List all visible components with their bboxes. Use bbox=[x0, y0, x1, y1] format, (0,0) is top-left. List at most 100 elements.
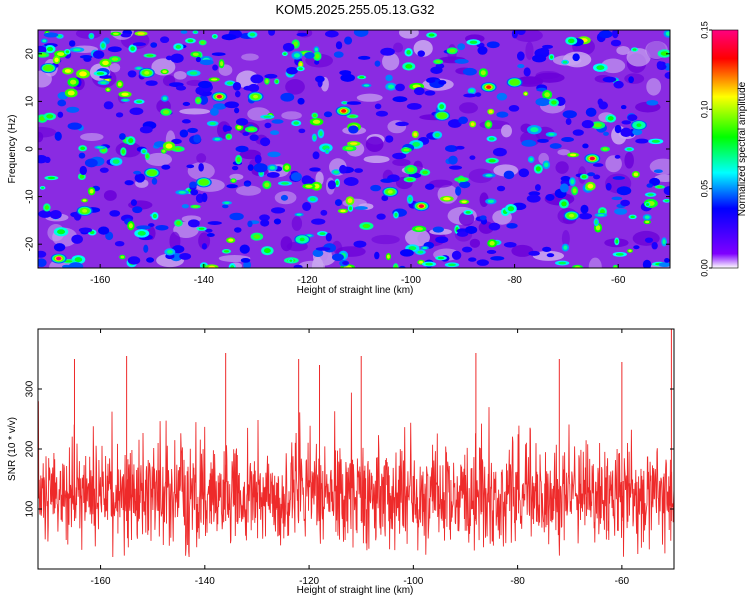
heatmap-cell bbox=[280, 194, 289, 201]
heatmap-cell bbox=[663, 30, 670, 38]
heatmap-cell bbox=[374, 251, 380, 260]
heatmap-cell bbox=[190, 51, 202, 58]
heatmap-cell bbox=[54, 131, 62, 141]
heatmap-cell bbox=[523, 91, 529, 96]
heatmap-cell bbox=[662, 198, 670, 203]
heatmap-cell bbox=[399, 265, 406, 268]
heatmap-cell bbox=[546, 253, 555, 258]
heatmap-cell bbox=[143, 244, 149, 253]
heatmap-cell bbox=[458, 116, 468, 125]
heatmap-cell bbox=[164, 248, 176, 256]
heatmap-cell bbox=[38, 250, 47, 258]
heatmap-peak bbox=[563, 210, 580, 221]
heatmap-cell bbox=[235, 123, 244, 131]
heatmap-cell bbox=[486, 135, 497, 142]
heatmap-cell bbox=[222, 125, 232, 132]
heatmap-cell bbox=[451, 250, 462, 260]
heatmap-cell bbox=[344, 36, 353, 45]
heatmap-cell bbox=[205, 264, 219, 268]
heatmap-cell bbox=[463, 93, 477, 98]
heatmap-cell bbox=[145, 80, 158, 86]
heatmap-cell bbox=[440, 195, 454, 202]
heatmap-cell bbox=[654, 185, 665, 189]
heatmap-cell bbox=[120, 33, 131, 38]
heatmap-cell bbox=[580, 204, 589, 214]
heatmap-texture bbox=[235, 185, 262, 196]
heatmap-cell bbox=[244, 126, 258, 133]
heatmap-cell bbox=[658, 262, 670, 268]
heatmap-cell bbox=[211, 33, 218, 39]
heatmap-cell bbox=[454, 176, 469, 183]
heatmap-cell bbox=[44, 175, 59, 181]
heatmap-cell bbox=[296, 66, 305, 72]
heatmap-cell bbox=[88, 32, 95, 40]
heatmap-cell bbox=[84, 158, 98, 168]
heatmap-cell bbox=[593, 218, 599, 227]
heatmap-cell bbox=[333, 51, 344, 58]
heatmap-cell bbox=[649, 177, 661, 186]
heatmap-texture bbox=[179, 108, 211, 115]
heatmap-cell bbox=[334, 199, 343, 206]
heatmap-cell bbox=[496, 185, 506, 192]
heatmap-peak bbox=[335, 105, 352, 116]
heatmap-texture bbox=[393, 42, 404, 53]
heatmap-cell bbox=[559, 183, 569, 193]
x-tick-label: -80 bbox=[507, 275, 522, 286]
heatmap-cell bbox=[87, 187, 96, 196]
heatmap-peak bbox=[480, 82, 497, 93]
heatmap-cell bbox=[325, 232, 332, 242]
heatmap-cell bbox=[469, 120, 477, 128]
heatmap-cell bbox=[385, 135, 394, 143]
heatmap-cell bbox=[478, 68, 488, 78]
heatmap-cell bbox=[196, 226, 207, 231]
colorbar-tick-label: 0.10 bbox=[699, 101, 709, 119]
heatmap-cell bbox=[78, 145, 88, 152]
heatmap-cell bbox=[664, 71, 670, 79]
heatmap-cell bbox=[346, 114, 359, 119]
heatmap-cell bbox=[315, 247, 331, 251]
y-tick-label: 100 bbox=[25, 500, 36, 517]
heatmap-texture bbox=[392, 158, 411, 167]
heatmap-cell bbox=[212, 136, 223, 142]
heatmap-cell bbox=[109, 157, 123, 166]
heatmap-cell bbox=[331, 253, 344, 261]
snr-spikes bbox=[73, 329, 672, 521]
heatmap-cell bbox=[347, 204, 354, 212]
heatmap-cell bbox=[249, 134, 259, 141]
heatmap-cell bbox=[345, 196, 355, 206]
x-tick-label: -100 bbox=[401, 275, 421, 286]
heatmap-cell bbox=[511, 30, 518, 39]
heatmap-cell bbox=[143, 53, 157, 58]
heatmap-cell bbox=[291, 120, 302, 127]
heatmap-cell bbox=[69, 47, 85, 53]
heatmap-cell bbox=[132, 206, 143, 214]
heatmap-texture bbox=[356, 93, 383, 102]
heatmap-peak bbox=[143, 167, 160, 178]
heatmap-cell bbox=[294, 212, 304, 217]
heatmap-cell bbox=[221, 34, 237, 41]
heatmap-cell bbox=[116, 80, 124, 89]
heatmap-cell bbox=[616, 186, 632, 196]
heatmap-cell bbox=[274, 78, 280, 85]
heatmap-cell bbox=[270, 130, 280, 135]
heatmap-cell bbox=[235, 145, 249, 153]
heatmap-cell bbox=[642, 259, 652, 268]
y-tick-label: 300 bbox=[25, 380, 36, 397]
heatmap-cell bbox=[469, 155, 476, 160]
heatmap-cell bbox=[134, 229, 150, 238]
heatmap-cell bbox=[44, 45, 56, 54]
heatmap-cell bbox=[611, 30, 619, 39]
heatmap-cell bbox=[353, 30, 369, 37]
heatmap-cell bbox=[317, 129, 325, 139]
heatmap-cell bbox=[228, 262, 236, 268]
heatmap-cell bbox=[119, 254, 126, 260]
heatmap-cell bbox=[57, 99, 67, 107]
heatmap-cell bbox=[587, 172, 596, 177]
heatmap-cell bbox=[359, 222, 374, 230]
heatmap-cell bbox=[105, 87, 111, 93]
heatmap-cell bbox=[385, 74, 393, 82]
heatmap-cell bbox=[560, 175, 571, 182]
heatmap-cell bbox=[521, 139, 537, 147]
heatmap-cell bbox=[127, 70, 137, 78]
heatmap-texture bbox=[365, 136, 384, 152]
